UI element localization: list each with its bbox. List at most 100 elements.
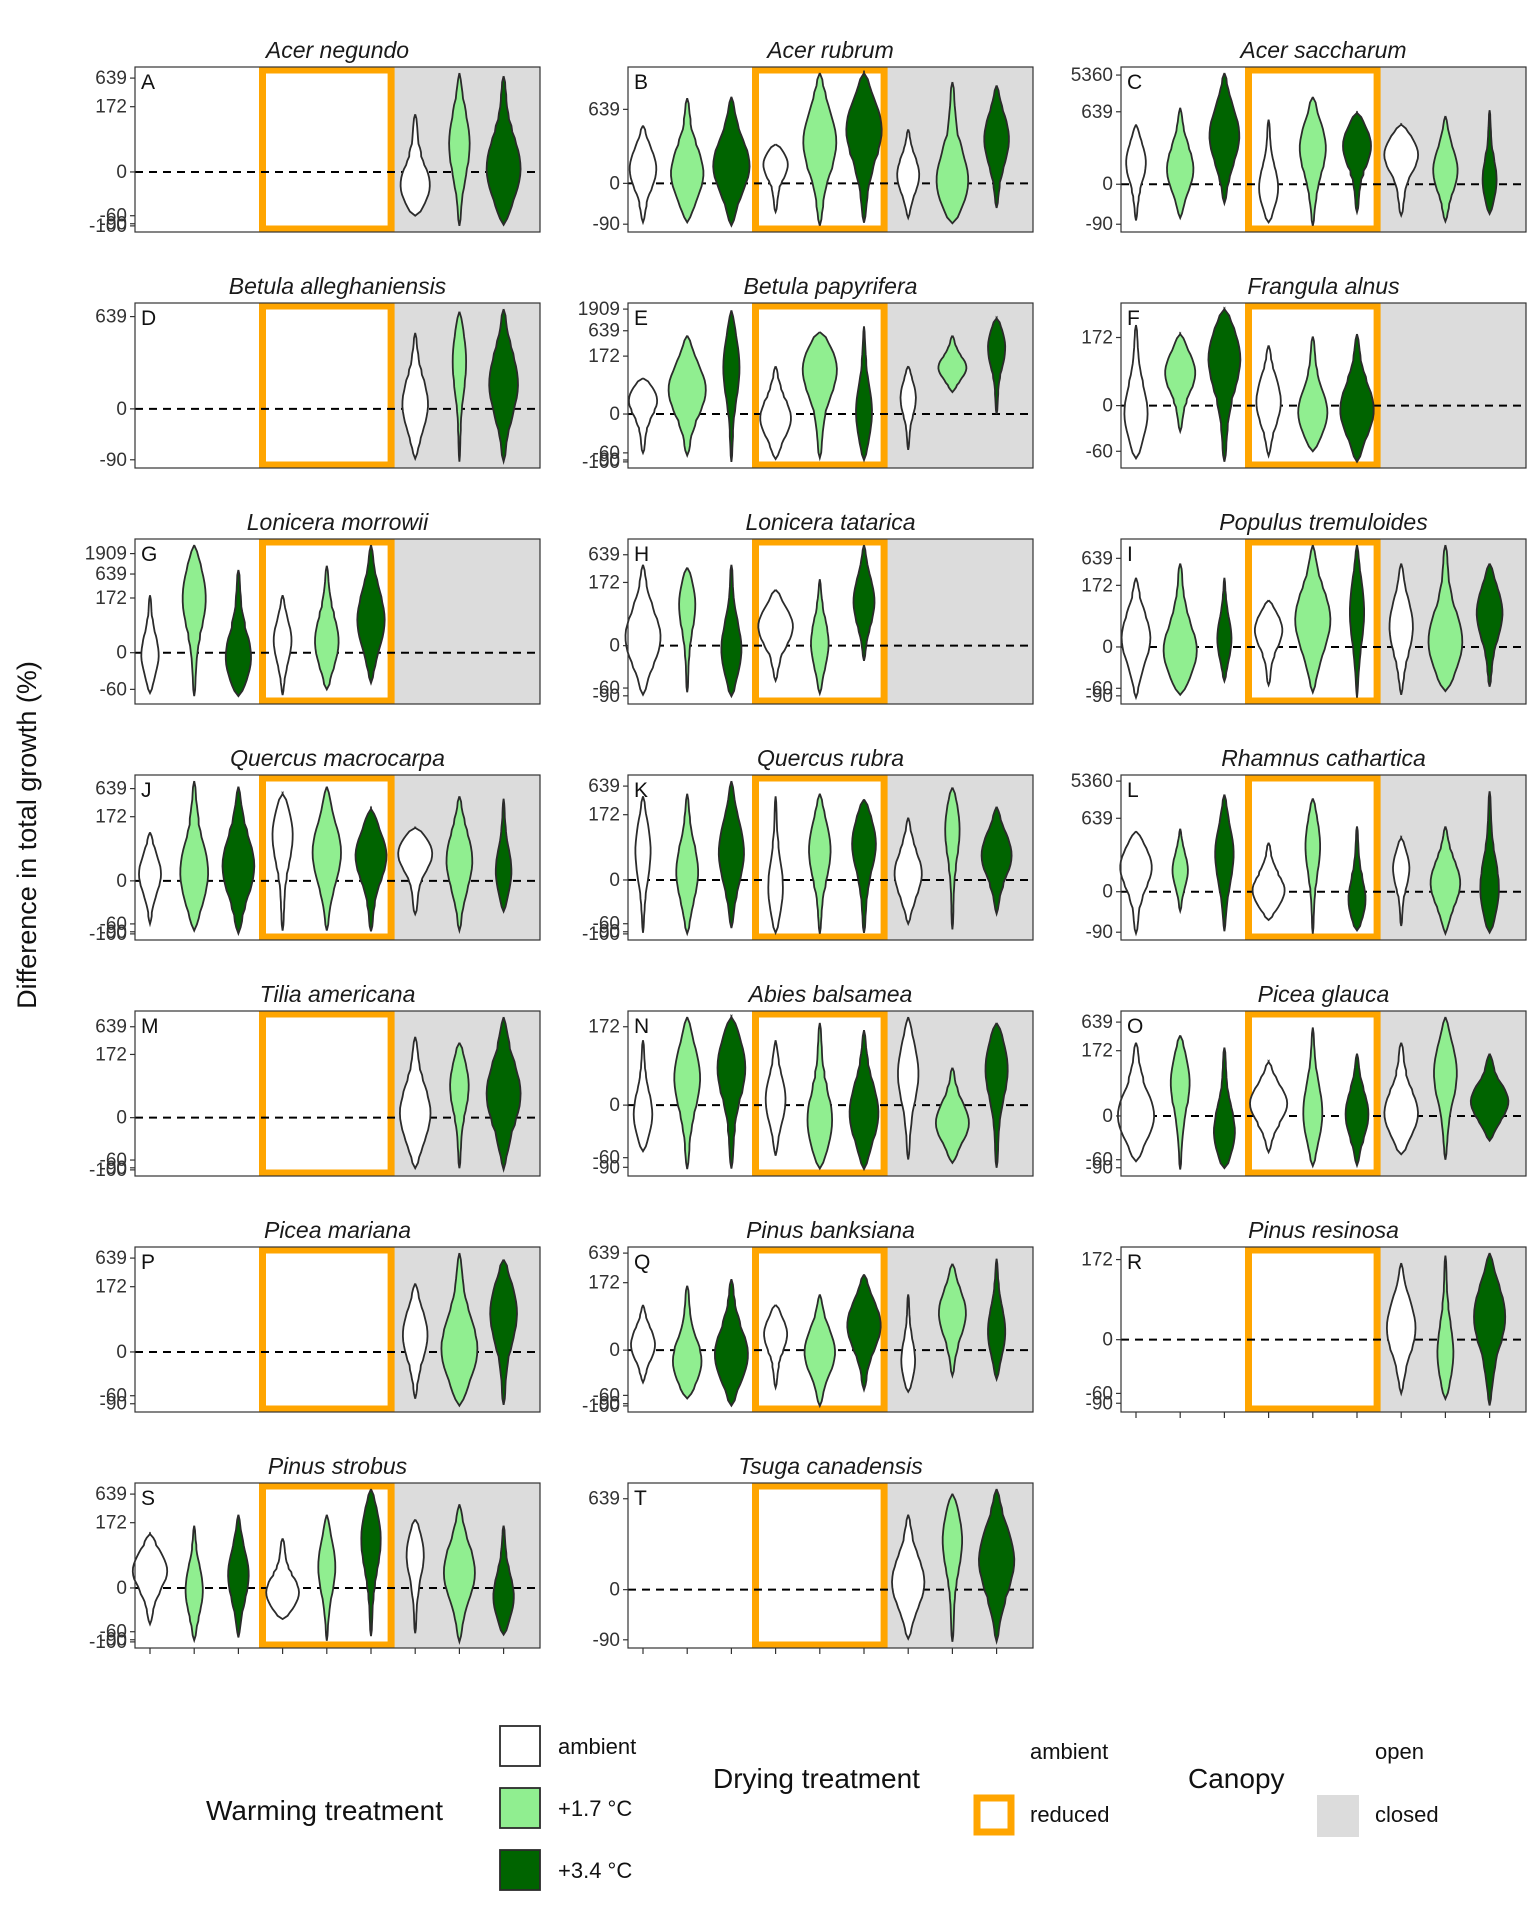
- reduced-drying-box: [1245, 302, 1381, 469]
- y-tick-label: 172: [95, 1277, 127, 1298]
- reduced-drying-box: [752, 1246, 888, 1413]
- panel-border: [627, 66, 1034, 233]
- panel-letter: G: [141, 543, 157, 566]
- panel-letter: N: [634, 1015, 649, 1038]
- violin-open-ambient-34C: [712, 96, 751, 228]
- violin-open-ambient-17C: [678, 567, 697, 693]
- violin-closed-ambient-ambient: [398, 1036, 432, 1171]
- y-tick-label: 172: [95, 1044, 127, 1065]
- violin-open-reduced-17C: [317, 1514, 337, 1641]
- violin-open-ambient-34C: [713, 1279, 749, 1408]
- reduced-drying-box: [1245, 1010, 1381, 1177]
- violin-open-reduced-34C: [845, 69, 883, 223]
- violin-open-reduced-17C: [314, 565, 340, 692]
- panel-border: [1120, 774, 1527, 941]
- violin-open-reduced-17C: [1304, 795, 1321, 934]
- violin-open-ambient-17C: [179, 780, 210, 933]
- legend-swatch-reduced: [973, 1794, 1015, 1836]
- violin-open-ambient-ambient: [632, 1040, 654, 1153]
- panel-letter: T: [634, 1487, 647, 1510]
- violin-closed-ambient-ambient: [405, 1519, 425, 1634]
- violin-open-reduced-ambient: [1258, 119, 1280, 225]
- violin-closed-ambient-ambient: [891, 1514, 926, 1641]
- violin-closed-ambient-34C: [494, 798, 513, 914]
- y-tick-label: -90: [100, 1630, 127, 1651]
- violin-closed-ambient-ambient: [899, 365, 917, 450]
- panel-border: [1120, 1010, 1527, 1177]
- y-tick-label: -60: [100, 206, 127, 227]
- violin-open-reduced-ambient: [272, 592, 293, 696]
- violin-open-ambient-34C: [1214, 794, 1235, 932]
- y-tick-label: 172: [588, 1273, 620, 1294]
- violin-open-reduced-17C: [806, 1022, 834, 1171]
- reduced-drying-box: [752, 1010, 888, 1177]
- violin-open-ambient-34C: [1207, 306, 1242, 462]
- violin-closed-ambient-34C: [1475, 563, 1504, 687]
- violin-open-ambient-17C: [671, 1285, 703, 1400]
- panel-letter: D: [141, 307, 156, 330]
- y-tick-label: -90: [100, 214, 127, 235]
- reduced-drying-box: [259, 538, 395, 705]
- reduced-drying-box: [1245, 66, 1381, 233]
- violin-closed-ambient-34C: [1473, 1252, 1507, 1406]
- panel-letter: O: [1127, 1015, 1143, 1038]
- violin-open-ambient-ambient: [1120, 577, 1152, 701]
- violin-closed-ambient-34C: [492, 1525, 515, 1637]
- y-tick-label: -90: [1086, 1158, 1113, 1179]
- legend-drying-title: Drying treatment: [713, 1763, 920, 1794]
- panel-border: [134, 538, 541, 705]
- violin-closed-ambient-17C: [1432, 115, 1459, 225]
- violin-open-ambient-17C: [1166, 107, 1195, 221]
- panel-border: [1120, 302, 1527, 469]
- panel-c: Acer saccharum 5360 639 0 -90 C: [1071, 37, 1527, 235]
- y-tick-label: -60: [593, 1148, 620, 1169]
- y-tick-label: 639: [95, 779, 127, 800]
- y-tick-label: 172: [1081, 575, 1113, 596]
- y-tick-label: 639: [95, 307, 127, 328]
- panel-i: Populus tremuloides 639 172 0 -60-90 I: [1081, 509, 1527, 707]
- violin-open-reduced-34C: [354, 805, 388, 932]
- violin-closed-ambient-34C: [1479, 791, 1500, 935]
- y-tick-label: -90: [100, 450, 127, 471]
- violin-closed-ambient-17C: [451, 311, 468, 462]
- legend-canopy-label: closed: [1375, 1802, 1439, 1827]
- y-tick-label: -100: [582, 452, 620, 473]
- legend-drying-label: reduced: [1030, 1802, 1110, 1827]
- panel-letter: L: [1127, 779, 1139, 802]
- violin-open-reduced-17C: [802, 72, 838, 226]
- violin-closed-ambient-34C: [485, 1016, 522, 1173]
- panel-f: Frangula alnus 172 0 -60 F: [1081, 273, 1527, 469]
- violin-open-reduced-ambient: [271, 790, 294, 931]
- panel-n: Abies balsamea 172 0 -60-90 N: [588, 981, 1034, 1178]
- violin-closed-ambient-34C: [1469, 1053, 1510, 1143]
- violin-closed-ambient-17C: [937, 1263, 967, 1379]
- panel-letter: Q: [634, 1251, 650, 1274]
- violin-open-reduced-ambient: [265, 1538, 300, 1621]
- violin-open-reduced-17C: [1302, 1027, 1324, 1169]
- violin-open-ambient-34C: [1212, 1047, 1236, 1170]
- y-tick-label: 639: [95, 564, 127, 585]
- reduced-drying-box: [752, 538, 888, 705]
- violin-open-reduced-34C: [360, 1488, 382, 1637]
- y-tick-label: -90: [593, 214, 620, 235]
- y-tick-label: -60: [1086, 1383, 1113, 1404]
- violin-open-reduced-ambient: [763, 1304, 788, 1391]
- y-tick-label: 0: [116, 1108, 127, 1129]
- panel-letter: J: [141, 779, 152, 802]
- violin-closed-ambient-34C: [984, 1022, 1009, 1168]
- violin-open-ambient-ambient: [624, 564, 662, 697]
- y-tick-label: 0: [609, 1580, 620, 1601]
- violin-closed-ambient-34C: [987, 315, 1007, 415]
- violin-open-reduced-17C: [1294, 544, 1332, 696]
- y-tick-label: 639: [588, 321, 620, 342]
- violin-open-ambient-17C: [1164, 331, 1197, 435]
- reduced-drying-box: [259, 66, 395, 233]
- y-tick-label: -60: [100, 1622, 127, 1643]
- violin-open-ambient-ambient: [634, 796, 652, 933]
- violin-open-ambient-34C: [227, 1514, 250, 1638]
- violin-closed-ambient-ambient: [1383, 1042, 1419, 1156]
- violin-open-ambient-ambient: [630, 1304, 656, 1385]
- violin-open-ambient-17C: [1169, 1035, 1191, 1170]
- violin-closed-ambient-17C: [944, 787, 961, 930]
